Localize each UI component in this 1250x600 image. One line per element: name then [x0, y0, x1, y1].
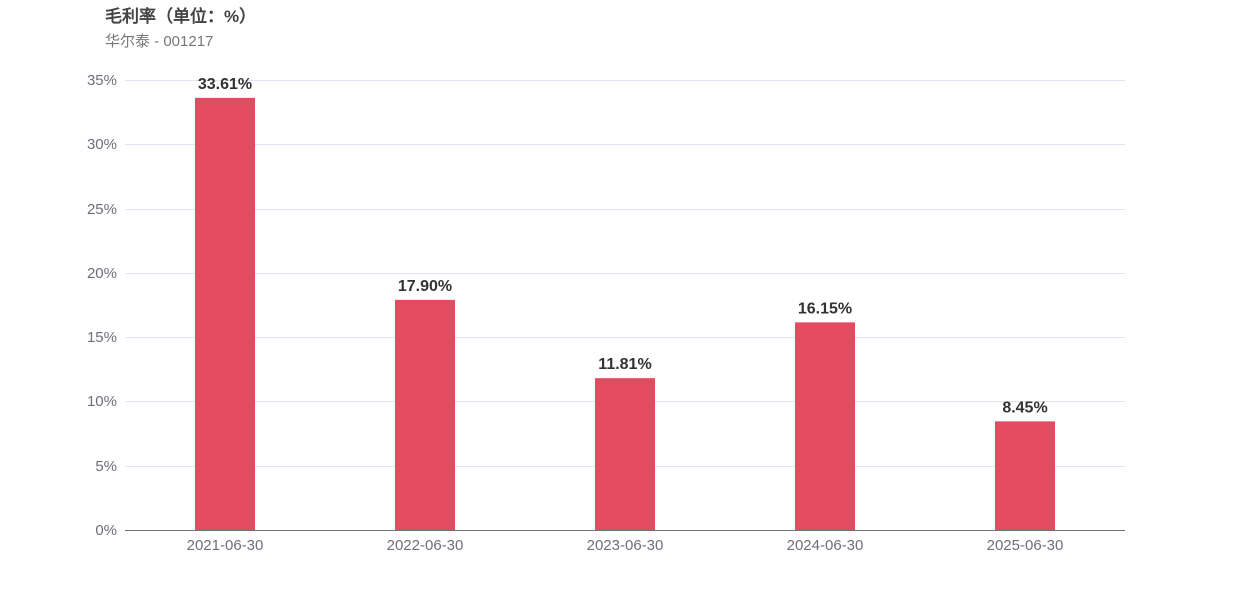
- bar: [795, 322, 855, 530]
- bar-value-label: 16.15%: [798, 300, 852, 317]
- y-axis-tick-labels: 0% 5% 10% 15% 20% 25% 30% 35%: [87, 72, 117, 539]
- bar: [995, 421, 1055, 530]
- grid-lines: [125, 80, 1125, 467]
- x-tick-label: 2024-06-30: [787, 537, 864, 554]
- y-tick-label: 10%: [87, 393, 117, 410]
- x-tick-label: 2023-06-30: [587, 537, 664, 554]
- y-tick-label: 20%: [87, 265, 117, 282]
- bar-value-label: 33.61%: [198, 76, 252, 93]
- x-tick-label: 2021-06-30: [187, 537, 264, 554]
- y-tick-label: 25%: [87, 201, 117, 218]
- y-tick-label: 15%: [87, 329, 117, 346]
- y-tick-label: 35%: [87, 72, 117, 89]
- x-tick-label: 2022-06-30: [387, 537, 464, 554]
- bars: [195, 97, 1055, 530]
- x-axis-tick-labels: 2021-06-30 2022-06-30 2023-06-30 2024-06-30…: [187, 537, 1064, 554]
- bar: [395, 299, 455, 530]
- y-tick-label: 0%: [95, 522, 117, 539]
- y-tick-label: 5%: [95, 458, 117, 475]
- bar-value-label: 11.81%: [598, 356, 651, 373]
- bar-value-label: 17.90%: [398, 278, 452, 295]
- bar: [195, 97, 255, 530]
- value-labels: 33.61% 17.90% 11.81% 16.15% 8.45%: [198, 76, 1048, 416]
- bar: [595, 378, 655, 530]
- chart-subtitle: 华尔泰 - 001217: [105, 33, 214, 50]
- x-tick-label: 2025-06-30: [987, 537, 1064, 554]
- chart-title: 毛利率（单位：%）: [105, 7, 257, 26]
- bar-value-label: 8.45%: [1002, 399, 1047, 416]
- y-tick-label: 30%: [87, 136, 117, 153]
